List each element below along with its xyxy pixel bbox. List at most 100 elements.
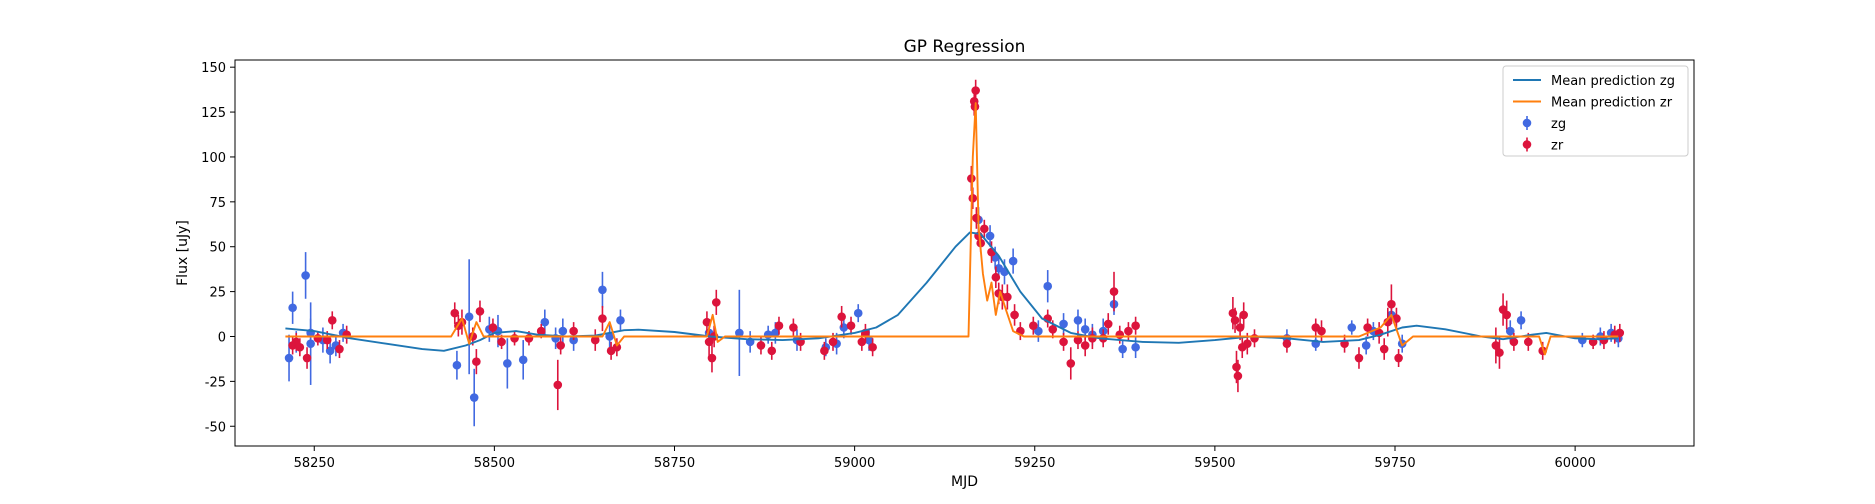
plot-area <box>284 79 1625 427</box>
data-point-zg <box>598 285 607 295</box>
data-point-zr <box>1379 344 1389 354</box>
data-point-zg <box>1034 326 1043 336</box>
data-point-zg <box>1118 344 1127 354</box>
data-point-zr <box>846 321 856 331</box>
data-point-zg <box>735 328 744 338</box>
data-point-zg <box>1516 316 1526 325</box>
data-point-zr <box>598 314 607 323</box>
data-point-zr <box>971 86 980 95</box>
data-point-zr <box>475 307 485 316</box>
data-point-zr <box>335 344 344 354</box>
data-point-zr <box>1115 330 1125 339</box>
data-point-zg <box>452 360 462 370</box>
data-point-zr <box>1394 353 1403 363</box>
data-point-zr <box>1109 287 1119 296</box>
legend-label: Mean prediction zg <box>1551 74 1675 89</box>
data-point-zr <box>497 337 506 347</box>
data-point-zr <box>828 337 838 347</box>
data-point-zr <box>820 346 829 356</box>
x-tick-label: 59500 <box>1194 456 1235 471</box>
data-point-zr <box>1233 371 1243 381</box>
line-mean-prediction-zg <box>285 231 1619 352</box>
data-point-zg <box>853 308 863 318</box>
chart-title: GP Regression <box>904 37 1026 57</box>
data-point-zr <box>991 272 1001 282</box>
data-point-zr <box>767 346 777 356</box>
data-point-zg <box>1080 325 1090 334</box>
axes: 58250 58500 58750 59000 59250 59500 59750 60000… <box>201 59 1695 471</box>
data-point-zr <box>1059 337 1068 347</box>
data-point-zr <box>857 337 867 347</box>
data-point-zg <box>301 271 310 280</box>
data-point-zr <box>1615 328 1625 338</box>
data-point-zg <box>469 393 479 402</box>
data-point-zr <box>1235 323 1245 332</box>
data-point-zr <box>295 342 305 352</box>
data-point-zg <box>1059 319 1068 329</box>
data-point-zg <box>1361 341 1371 350</box>
data-point-zr <box>1103 319 1113 329</box>
axes-frame <box>234 59 1695 447</box>
data-point-zr <box>1502 310 1511 320</box>
data-point-zg <box>306 339 315 348</box>
y-tick-label: 125 <box>201 106 226 121</box>
data-point-zg <box>1043 281 1053 291</box>
x-tick-label: 59000 <box>834 456 875 471</box>
data-point-zr <box>968 193 978 203</box>
y-tick-label: 75 <box>209 196 226 211</box>
data-point-zr <box>1523 337 1533 347</box>
data-point-zg <box>558 326 568 336</box>
data-point-zr <box>756 341 766 350</box>
data-point-zr <box>711 298 721 307</box>
data-point-zg <box>1008 256 1018 266</box>
data-point-zr <box>1491 341 1501 350</box>
data-point-zg <box>503 359 512 368</box>
data-point-zr <box>1073 335 1083 345</box>
line-mean-prediction-zr <box>285 102 1619 356</box>
data-point-zr <box>1239 310 1248 320</box>
x-tick-label: 59750 <box>1374 456 1415 471</box>
data-point-zr <box>1029 321 1038 331</box>
y-tick-label: 25 <box>209 286 226 301</box>
data-point-zr <box>1048 325 1058 334</box>
data-point-zg <box>518 355 528 365</box>
data-point-zr <box>789 323 798 332</box>
data-point-zr <box>1250 333 1259 343</box>
x-tick-label: 59250 <box>1014 456 1055 471</box>
data-point-zr <box>702 317 712 327</box>
data-point-zr <box>524 333 534 343</box>
x-tick-label: 58750 <box>654 456 695 471</box>
data-point-zr <box>1080 341 1090 350</box>
data-point-zg <box>1505 326 1515 336</box>
data-point-zg <box>1347 323 1357 332</box>
data-point-zr <box>868 342 877 352</box>
data-point-zr <box>1003 292 1012 302</box>
legend-box <box>1502 65 1689 157</box>
data-point-zg <box>288 303 297 313</box>
data-point-zg <box>616 316 625 325</box>
data-point-zg <box>763 330 773 339</box>
y-tick-label: 100 <box>201 151 226 166</box>
legend: Mean prediction zg Mean prediction zr zg zr <box>1502 65 1689 157</box>
y-tick-label: 0 <box>218 330 226 345</box>
data-point-zr <box>590 335 600 345</box>
data-point-zr <box>1387 299 1396 309</box>
legend-label: zg <box>1551 117 1566 132</box>
data-point-zr <box>472 357 481 366</box>
y-tick-label: -25 <box>205 375 226 390</box>
data-point-zr <box>1317 326 1326 336</box>
data-point-zr <box>1242 339 1252 348</box>
data-point-zr <box>1354 353 1364 363</box>
data-point-zg <box>771 328 780 338</box>
data-point-zr <box>510 333 519 343</box>
data-point-zr <box>707 353 717 363</box>
data-point-zr <box>569 326 578 336</box>
y-tick-label: 150 <box>201 61 226 76</box>
data-point-zg <box>605 332 614 341</box>
data-point-zr <box>488 323 498 332</box>
data-point-zr <box>1495 348 1504 357</box>
data-point-zr <box>327 316 337 325</box>
x-tick-label: 60000 <box>1554 456 1595 471</box>
